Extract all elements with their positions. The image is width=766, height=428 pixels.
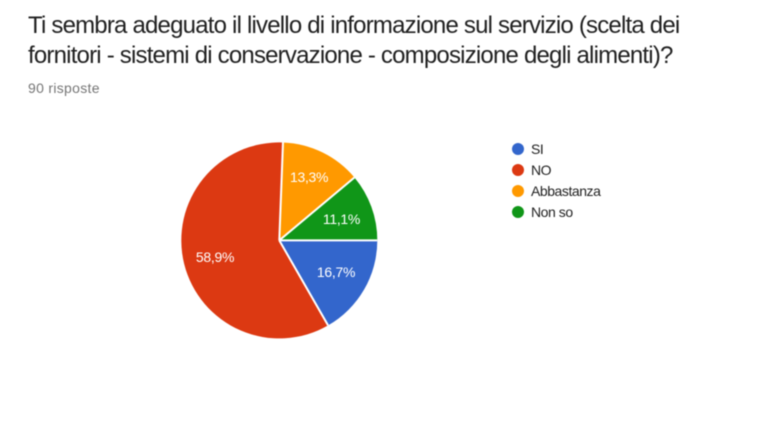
svg-text:13,3%: 13,3%: [290, 169, 328, 185]
svg-text:58,9%: 58,9%: [196, 249, 234, 265]
svg-text:16,7%: 16,7%: [317, 264, 355, 280]
svg-text:11,1%: 11,1%: [323, 211, 360, 227]
